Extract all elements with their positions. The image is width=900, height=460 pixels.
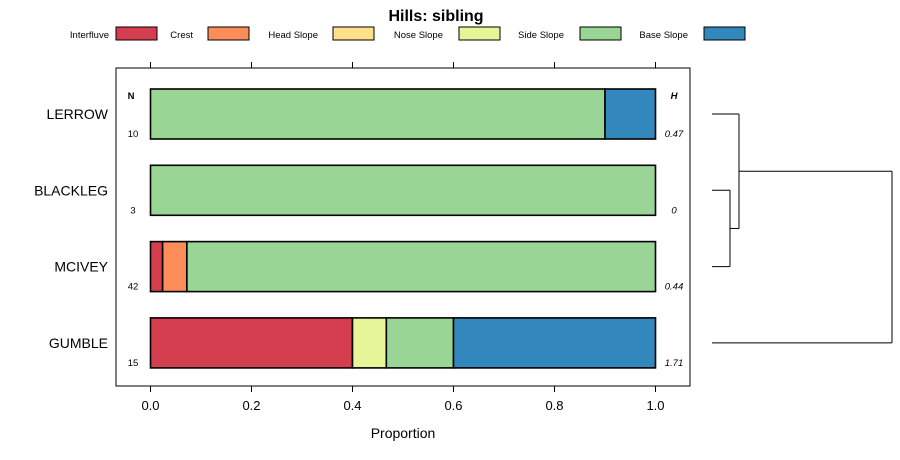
h-value-mcivey: 0.44	[665, 282, 684, 293]
x-tick-label-3: 0.6	[444, 398, 462, 413]
legend-label-side-slope: Side Slope	[518, 30, 564, 41]
n-header: N	[128, 91, 135, 102]
legend-label-base-slope: Base Slope	[639, 30, 688, 41]
plot-frame	[115, 67, 691, 387]
h-value-lerrow: 0.47	[665, 129, 684, 140]
bar-mcivey-side-slope	[186, 240, 657, 293]
bar-mcivey-interfluve	[149, 240, 164, 293]
dendrogram	[712, 113, 893, 344]
n-labels: N 10 3 42 15	[128, 91, 139, 369]
n-value-blackleg: 3	[130, 205, 135, 216]
bar-mcivey-crest	[161, 240, 188, 293]
legend-swatch-base-slope	[703, 26, 746, 41]
chart-title: Hills: sibling	[388, 8, 483, 25]
legend-label-crest: Crest	[170, 30, 193, 41]
top-axis-ticks	[150, 62, 656, 68]
bar-gumble-interfluve	[149, 317, 354, 369]
h-header: H	[671, 91, 679, 102]
legend-swatch-side-slope	[579, 26, 622, 41]
h-value-blackleg: 0	[671, 205, 677, 216]
bar-lerrow-side-slope	[149, 88, 606, 140]
n-value-mcivey: 42	[128, 282, 139, 293]
bar-gumble-base-slope	[452, 317, 657, 369]
legend-label-interfluve: Interfluve	[70, 30, 109, 41]
category-label-lerrow: LERROW	[47, 106, 109, 122]
category-label-blackleg: BLACKLEG	[34, 182, 108, 198]
category-labels: LERROW BLACKLEG MCIVEY GUMBLE	[34, 106, 109, 351]
category-label-gumble: GUMBLE	[49, 335, 108, 351]
bar-blackleg-side-slope	[149, 164, 657, 217]
bar-group	[149, 88, 657, 369]
h-value-gumble: 1.71	[665, 358, 684, 369]
x-axis-title: Proportion	[371, 425, 436, 441]
x-tick-label-5: 1.0	[646, 398, 664, 413]
x-tick-label-4: 0.8	[545, 398, 563, 413]
x-axis: 0.0 0.2 0.4 0.6 0.8 1.0	[141, 386, 665, 413]
x-tick-label-2: 0.4	[343, 398, 361, 413]
h-labels: H 0.47 0 0.44 1.71	[665, 91, 684, 369]
category-label-mcivey: MCIVEY	[54, 259, 108, 275]
bar-gumble-side-slope	[385, 317, 455, 369]
x-tick-label-1: 0.2	[242, 398, 260, 413]
legend-swatch-nose-slope	[458, 26, 501, 41]
legend-label-nose-slope: Nose Slope	[394, 30, 443, 41]
x-tick-label-0: 0.0	[141, 398, 159, 413]
bar-gumble-nose-slope	[351, 317, 388, 369]
n-value-lerrow: 10	[128, 129, 139, 140]
legend-swatch-head-slope	[332, 26, 375, 41]
n-value-gumble: 15	[128, 358, 139, 369]
legend-swatch-crest	[207, 26, 250, 41]
bar-lerrow-base-slope	[604, 88, 657, 140]
legend: Interfluve Crest Head Slope Nose Slope Side …	[70, 26, 746, 41]
legend-label-head-slope: Head Slope	[268, 30, 318, 41]
legend-swatch-interfluve	[115, 26, 158, 41]
